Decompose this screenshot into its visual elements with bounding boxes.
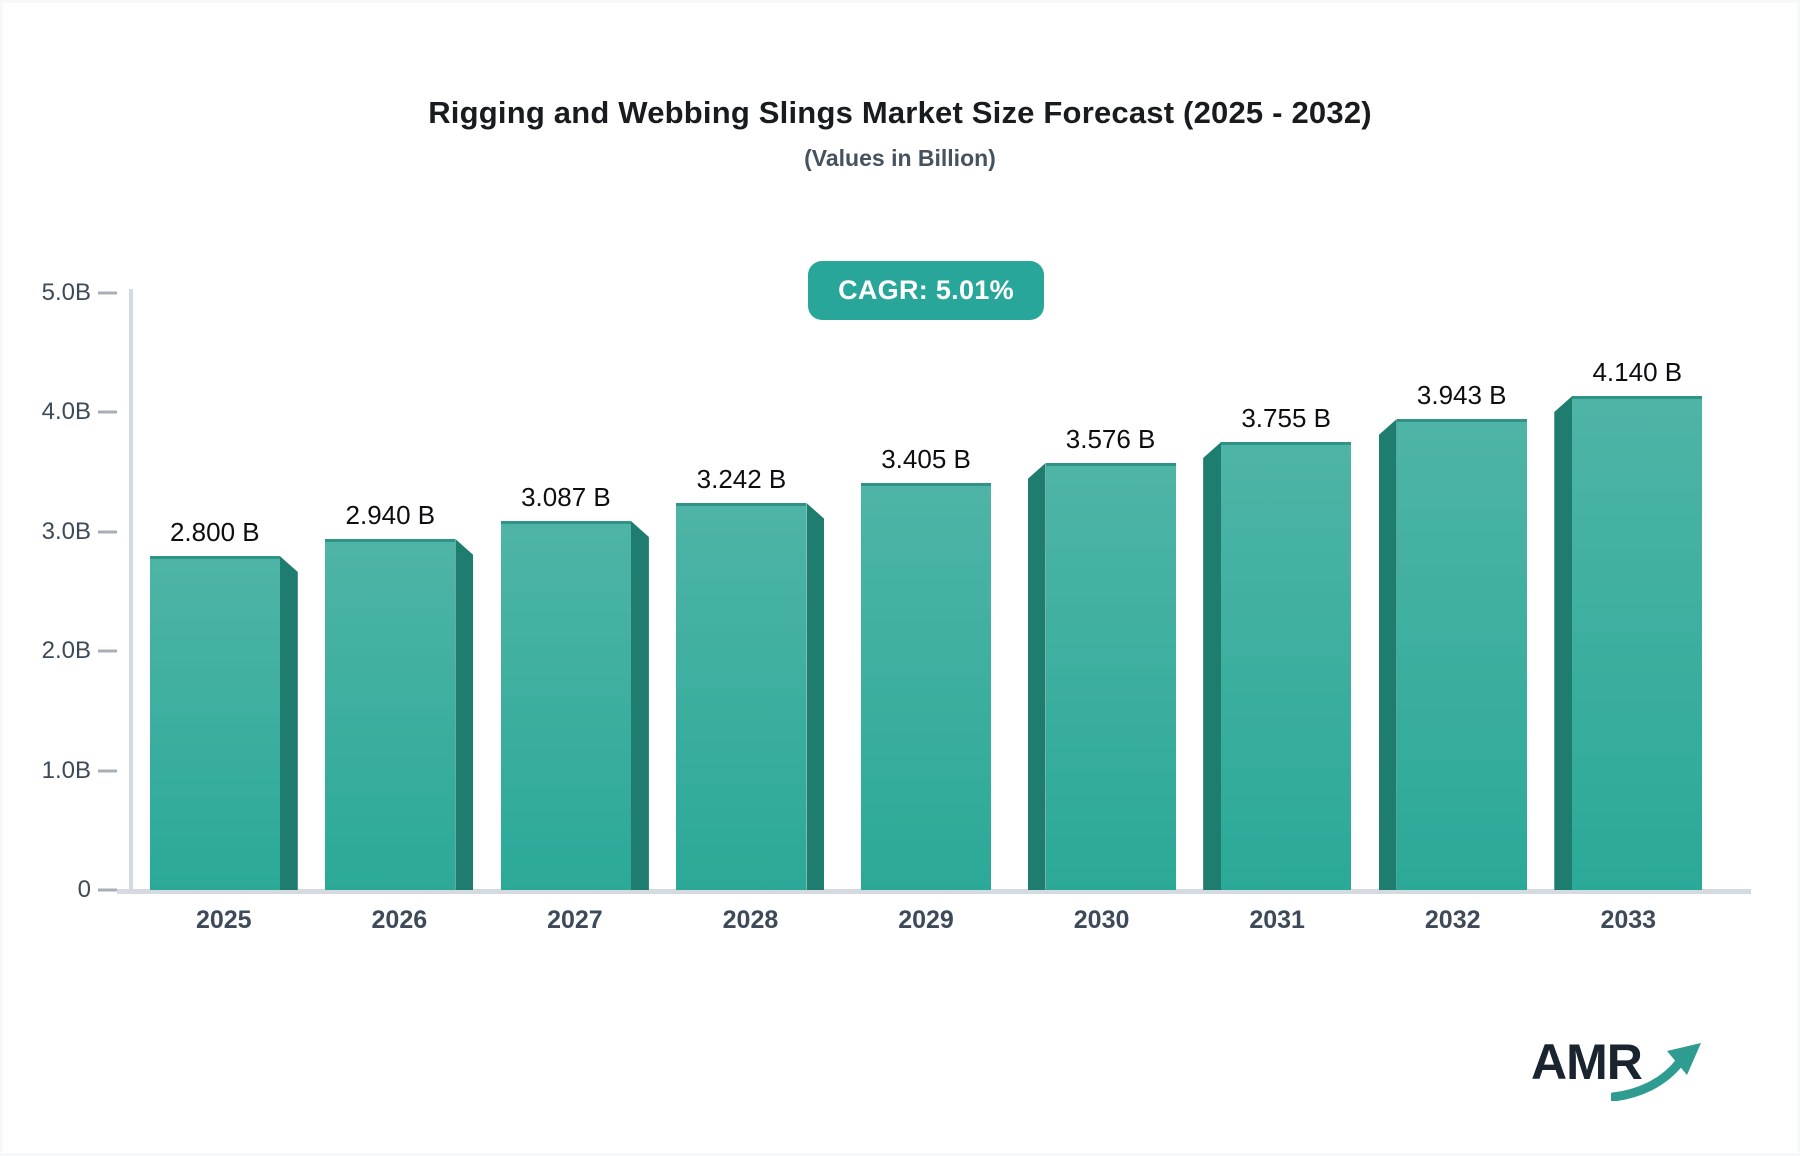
x-axis-label-2030: 2030 xyxy=(1073,906,1130,934)
y-axis-tick-label: 3.0B xyxy=(41,517,91,545)
bar-value-label: 3.943 B xyxy=(1416,380,1507,410)
bar-value-label: 3.087 B xyxy=(521,482,611,512)
bar-face: 3.576 B xyxy=(1045,424,1176,890)
bar-2029: 3.405 B xyxy=(861,444,992,890)
y-axis-ticks: 5.0B 4.0B 3.0B 2.0B 1.0B 0 xyxy=(3,279,133,903)
y-axis-tick-dash xyxy=(98,888,117,892)
bar-value-label: 3.405 B xyxy=(881,444,971,474)
growth-arrow-icon xyxy=(1611,1043,1701,1101)
bar-value-label: 3.576 B xyxy=(1065,424,1156,454)
y-axis-tick-label: 1.0B xyxy=(41,756,91,784)
bar-2028: 3.242 B xyxy=(676,464,825,890)
bar-value-label: 4.140 B xyxy=(1592,357,1683,387)
y-axis-tick-dash xyxy=(98,291,117,295)
x-axis-label-2033: 2033 xyxy=(1600,906,1657,934)
bars-layer: 2.800 B 2.940 B 3.087 B 3.242 B 3.405 B 3.576… xyxy=(136,293,1716,890)
bar-face: 4.140 B xyxy=(1572,357,1703,890)
bar-side-face xyxy=(1027,463,1046,890)
y-axis-tick-label: 4.0B xyxy=(41,398,91,426)
bar-2031: 3.755 B xyxy=(1203,403,1352,890)
x-axis-label-2026: 2026 xyxy=(371,906,428,934)
bar-side-face xyxy=(630,521,649,890)
y-axis-line xyxy=(129,289,133,890)
bar-slot: 4.140 B xyxy=(1541,293,1717,890)
bar-2026: 2.940 B xyxy=(325,500,474,890)
bar-value-label: 2.800 B xyxy=(169,517,260,547)
bar-side-face xyxy=(455,539,474,890)
bar-side-face xyxy=(279,556,298,890)
x-axis-label-2032: 2032 xyxy=(1424,906,1481,934)
bar-face: 3.943 B xyxy=(1396,380,1527,890)
x-axis-labels: 2025 2026 2027 2028 2029 2030 2031 2032 2033 xyxy=(136,906,1716,935)
badge-row: CAGR: 5.01% xyxy=(136,261,1716,320)
x-axis-label-2031: 2031 xyxy=(1249,906,1305,934)
y-axis-tick-dash xyxy=(98,649,117,653)
bar-face: 2.940 B xyxy=(325,500,456,890)
bar-2033: 4.140 B xyxy=(1554,357,1703,890)
bar-2025: 2.800 B xyxy=(149,517,298,890)
bar-value-label: 2.940 B xyxy=(345,500,436,530)
amr-logo: AMR xyxy=(1531,1033,1711,1113)
bar-slot: 2.940 B xyxy=(312,293,488,890)
bar-face: 3.242 B xyxy=(676,464,807,890)
x-axis-label-2025: 2025 xyxy=(195,906,252,934)
bar-value-label: 3.242 B xyxy=(696,464,787,494)
bar-face: 3.405 B xyxy=(861,444,992,890)
logo-text: AMR xyxy=(1531,1034,1643,1090)
bar-2032: 3.943 B xyxy=(1378,380,1527,890)
bar-slot: 3.943 B xyxy=(1365,293,1541,890)
bar-face: 2.800 B xyxy=(149,517,280,890)
bar-side-face xyxy=(1378,419,1397,890)
x-axis-label-2027: 2027 xyxy=(547,906,603,934)
bar-side-face xyxy=(806,503,825,890)
chart-subtitle: (Values in Billion) xyxy=(804,145,996,171)
bar-value-label: 3.755 B xyxy=(1241,403,1331,433)
bar-2030: 3.576 B xyxy=(1027,424,1176,890)
bar-slot: 3.087 B xyxy=(487,293,663,890)
bar-face: 3.755 B xyxy=(1221,403,1352,890)
cagr-badge: CAGR: 5.01% xyxy=(808,261,1044,320)
bar-side-face xyxy=(1203,442,1222,890)
y-axis-tick-dash xyxy=(98,530,117,534)
bar-face: 3.087 B xyxy=(500,482,631,890)
y-axis-tick-label: 0 xyxy=(77,876,91,903)
bar-side-face xyxy=(1554,396,1573,890)
y-axis-tick-dash xyxy=(98,769,117,773)
bar-slot: 3.405 B xyxy=(838,293,1014,890)
bar-2027: 3.087 B xyxy=(500,482,649,890)
y-axis-tick-label: 5.0B xyxy=(41,279,91,306)
bar-slot: 3.755 B xyxy=(1189,293,1365,890)
x-axis-label-2028: 2028 xyxy=(722,906,779,934)
bar-slot: 2.800 B xyxy=(136,293,312,890)
bar-slot: 3.242 B xyxy=(663,293,839,890)
bar-slot: 3.576 B xyxy=(1014,293,1190,890)
x-axis-label-2029: 2029 xyxy=(898,906,954,934)
y-axis-tick-label: 2.0B xyxy=(41,637,91,665)
x-axis-line xyxy=(117,889,1751,894)
chart-title: Rigging and Webbing Slings Market Size F… xyxy=(428,95,1372,130)
y-axis-tick-dash xyxy=(98,410,117,414)
